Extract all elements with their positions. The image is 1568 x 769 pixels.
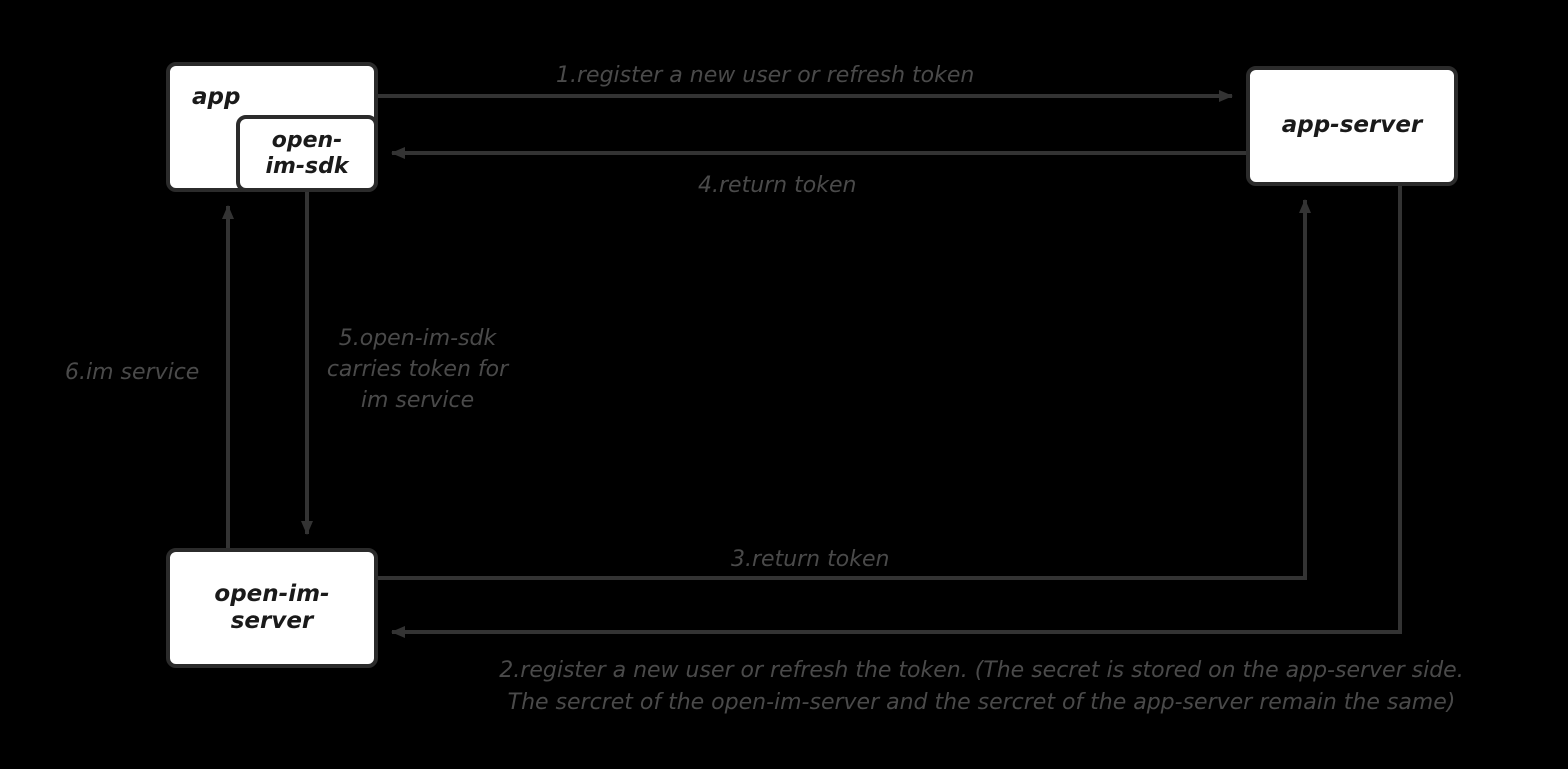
connector-2-app-server-to-im-server [391, 186, 1402, 638]
node-app-server-label: app-server [1281, 112, 1423, 139]
node-open-im-sdk[interactable]: open- im-sdk [236, 115, 378, 192]
edge-label-2-register-or-refresh-the-token: 2.register a new user or refresh the tok… [444, 655, 1519, 719]
node-app-server[interactable]: app-server [1246, 66, 1458, 186]
edge-label-5-sdk-carries-token: 5.open-im-sdk carries token for im servi… [310, 323, 525, 417]
node-open-im-server[interactable]: open-im- server [166, 548, 378, 668]
edge-label-3-return-token: 3.return token [731, 544, 890, 576]
node-open-im-server-label: open-im- server [214, 580, 330, 634]
edge-label-1-register-or-refresh-token: 1.register a new user or refresh token [556, 60, 975, 92]
edge-label-4-return-token: 4.return token [698, 170, 857, 202]
node-app-label: app [192, 84, 241, 110]
edge-label-6-im-service: 6.im service [65, 357, 200, 389]
connector-3-im-server-to-app-server [378, 199, 1311, 580]
node-open-im-sdk-label: open- im-sdk [265, 127, 349, 179]
